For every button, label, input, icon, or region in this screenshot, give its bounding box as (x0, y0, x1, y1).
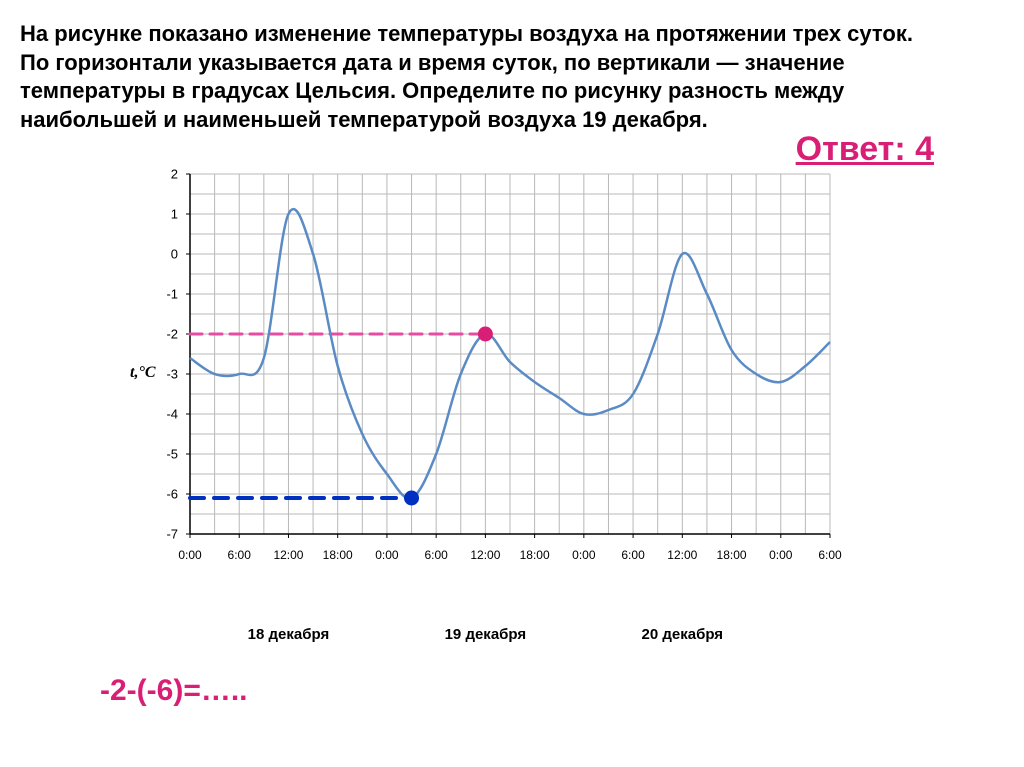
x-tick-label: 12:00 (667, 544, 697, 562)
x-tick-label: 12:00 (273, 544, 303, 562)
x-tick-label: 0:00 (769, 544, 792, 562)
x-date-label: 20 декабря (642, 626, 724, 643)
temperature-chart: t,°C 210-1-2-3-4-5-6-70:006:0012:0018:00… (180, 164, 900, 604)
x-date-label: 19 декабря (445, 626, 527, 643)
x-tick-label: 6:00 (424, 544, 447, 562)
y-tick-label: -6 (166, 487, 184, 502)
x-tick-label: 18:00 (520, 544, 550, 562)
answer-label: Ответ: 4 (796, 130, 934, 169)
y-tick-label: 2 (171, 167, 184, 182)
y-axis-title: t,°C (130, 364, 156, 382)
x-tick-label: 18:00 (717, 544, 747, 562)
chart-svg (180, 164, 840, 544)
y-tick-label: -1 (166, 287, 184, 302)
y-tick-label: -3 (166, 367, 184, 382)
x-tick-label: 6:00 (621, 544, 644, 562)
x-tick-label: 0:00 (178, 544, 201, 562)
y-tick-label: -2 (166, 327, 184, 342)
x-tick-label: 6:00 (228, 544, 251, 562)
formula-text: -2-(-6)=….. (100, 674, 1004, 708)
x-tick-label: 0:00 (572, 544, 595, 562)
x-tick-label: 18:00 (323, 544, 353, 562)
y-tick-label: 0 (171, 247, 184, 262)
y-tick-label: -7 (166, 527, 184, 542)
x-tick-label: 6:00 (818, 544, 841, 562)
x-tick-label: 0:00 (375, 544, 398, 562)
problem-text: На рисунке показано изменение температур… (20, 20, 920, 134)
y-tick-label: -4 (166, 407, 184, 422)
y-tick-label: 1 (171, 207, 184, 222)
y-tick-label: -5 (166, 447, 184, 462)
x-tick-label: 12:00 (470, 544, 500, 562)
x-date-label: 18 декабря (248, 626, 330, 643)
